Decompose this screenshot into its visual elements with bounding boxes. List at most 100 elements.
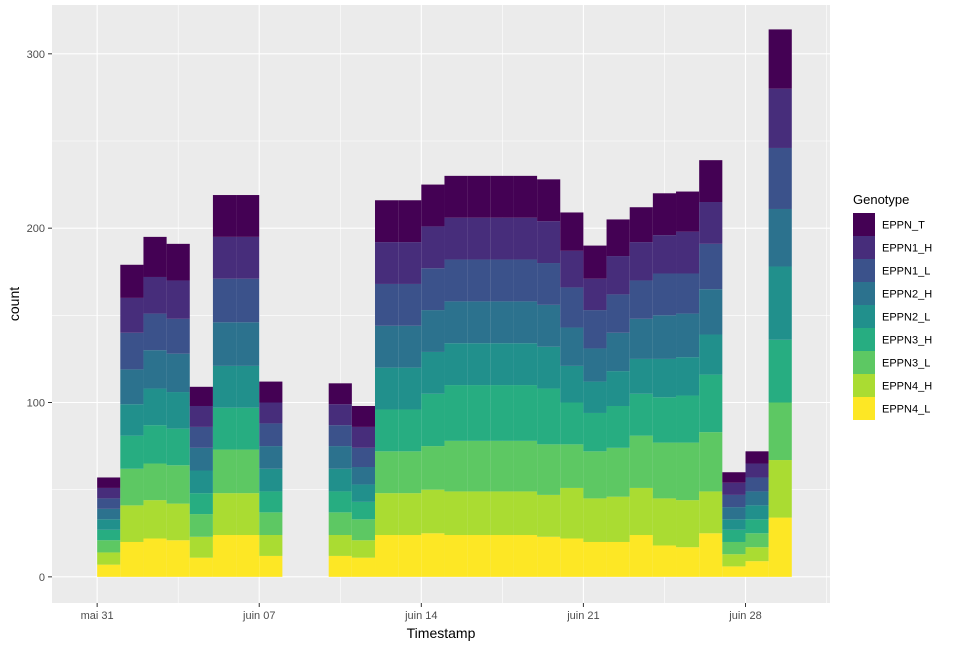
bar-segment-eppn2-h [143,350,167,389]
bar-segment-eppn3-h [467,385,491,441]
bar-segment-eppn1-h [328,404,352,426]
bar-segment-eppn2-l [421,351,445,394]
bar-segment-eppn2-h [537,304,561,347]
bar-segment-eppn2-h [745,491,769,506]
bar-segment-eppn4-h [189,536,213,558]
bar-segment-eppn1-h [421,226,445,269]
y-axis: 0 100 200 300 [27,49,52,584]
bar-segment-eppn3-h [560,402,584,445]
bar-segment-eppn1-l [652,273,677,316]
bar-segment-eppn1-h [537,221,561,264]
bar-segment-eppn3-l [236,449,260,494]
bar-segment-eppn1-l [560,287,584,328]
bar-segment-eppn3-l [722,541,746,555]
bar-segment-eppn4-l [351,557,376,577]
bar-segment-eppn2-l [629,358,653,394]
bar-segment-eppn4-l [722,566,746,577]
bar-segment-eppn4-l [421,533,445,577]
bar-segment-eppn2-l [143,388,167,426]
bar-segment-eppn-t [768,29,792,89]
bar-segment-eppn2-l [120,404,144,436]
bar-segment-eppn1-h [560,250,584,288]
bar-segment-eppn3-l [606,447,630,497]
bar-segment-eppn2-h [444,301,468,344]
bar-segment-eppn1-h [236,236,260,279]
bar-segment-eppn-t [444,175,468,218]
bar-segment-eppn1-h [490,217,514,260]
bar-segment-eppn2-l [722,519,746,530]
bar-segment-eppn-t [606,219,630,257]
bar-segment-eppn2-l [560,365,584,403]
legend-title: Genotype [853,192,909,207]
bar-segment-eppn1-h [606,256,630,295]
bar-segment-eppn-t [212,195,237,237]
bar-segment-eppn3-l [143,463,167,501]
bar-segment-eppn-t [722,472,746,483]
bar-segment-eppn4-h [490,491,514,536]
bar-segment-eppn-t [490,175,514,218]
bar-segment-eppn3-h [189,493,213,515]
legend-label: EPPN4_H [882,381,932,393]
bar-segment-eppn4-h [398,493,422,536]
bar-segment-eppn2-h [97,508,121,520]
legend-key-eppn4-h [853,374,875,397]
bar-segment-eppn3-h [236,407,260,450]
bar-segment-eppn3-l [120,468,144,506]
bar-segment-eppn4-h [166,503,190,541]
y-axis-title: count [6,287,22,321]
bar-segment-eppn2-h [259,446,283,469]
bar-segment-eppn-t [537,179,561,222]
bar-segment-eppn1-l [166,318,190,354]
bar-segment-eppn-t [513,175,538,218]
bar-segment-eppn2-h [652,315,677,359]
bar-segment-eppn3-l [166,465,190,504]
bar-segment-eppn1-l [583,310,607,349]
legend-key-eppn2-l [853,305,875,328]
bar-segment-eppn3-l [259,512,283,536]
bar-segment-eppn-t [328,383,352,405]
bar-segment-eppn1-h [189,405,213,427]
bar-segment-eppn4-h [467,491,491,536]
bar-segment-eppn2-l [606,371,630,406]
bar-segment-eppn4-h [212,493,237,536]
bar-segment-eppn-t [259,381,283,403]
bar-segment-eppn2-h [351,467,376,485]
bar-segment-eppn4-l [652,545,677,577]
bar-segment-eppn-t [143,236,167,277]
y-tick-label: 100 [27,398,45,410]
bar-segment-eppn4-l [120,541,144,577]
bar-segment-eppn1-l [745,477,769,492]
bar-segment-eppn1-l [143,313,167,351]
bar-segment-eppn4-l [745,561,769,577]
bar-segment-eppn3-l [375,451,399,494]
bar-segment-eppn3-h [629,393,653,436]
x-axis-title: Timestamp [407,625,476,641]
bar-segment-eppn1-l [97,498,121,509]
bar-segment-eppn3-h [259,491,283,513]
legend-label: EPPN3_H [882,335,932,347]
bar-segment-eppn3-l [676,442,700,501]
bar-segment-eppn4-l [537,536,561,577]
bar-segment-eppn1-h [745,463,769,478]
bar-segment-eppn-t [421,184,445,227]
bar-segment-eppn1-l [421,268,445,311]
bar-segment-eppn2-h [421,310,445,352]
bar-segment-eppn2-l [652,358,677,398]
bar-segment-eppn1-l [537,263,561,305]
bar-segment-eppn1-l [398,283,422,326]
bar-segment-eppn2-l [583,381,607,413]
bar-segment-eppn3-l [537,444,561,495]
bar-segment-eppn2-l [398,367,422,410]
bar-segment-eppn3-h [676,395,700,443]
bar-segment-eppn3-l [467,440,491,492]
bar-segment-eppn4-l [513,535,538,577]
bar-segment-eppn-t [398,200,422,243]
bar-segment-eppn4-h [328,535,352,556]
bar-segment-eppn3-h [490,385,514,441]
bar-segment-eppn3-l [444,440,468,492]
bar-segment-eppn4-l [97,564,121,577]
bar-segment-eppn3-h [444,385,468,441]
bar-segment-eppn1-l [699,243,723,290]
bar-segment-eppn1-h [97,487,121,499]
